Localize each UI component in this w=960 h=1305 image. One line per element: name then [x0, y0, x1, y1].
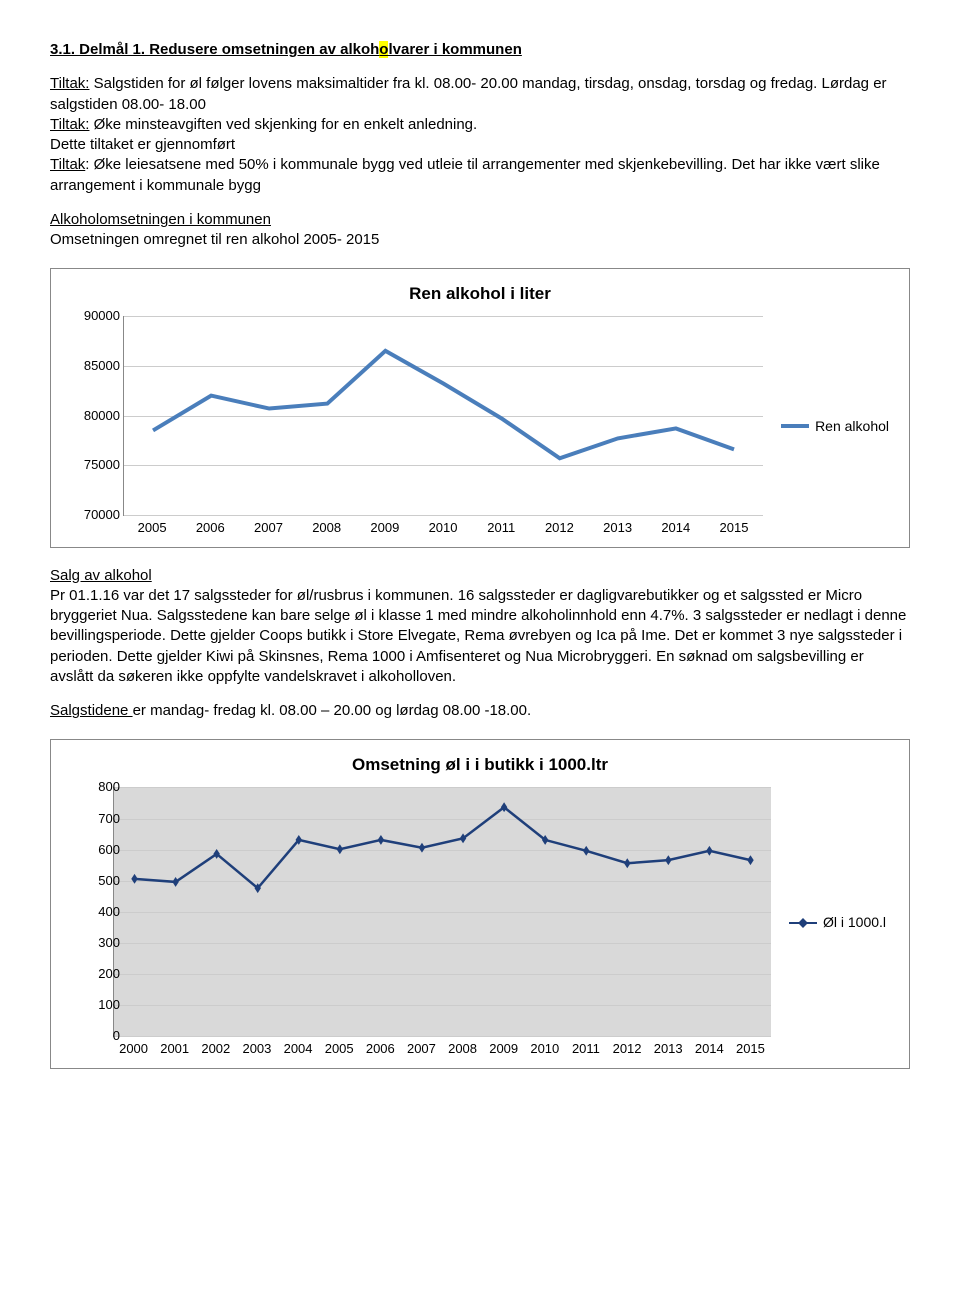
subheading-alkohol-u: Alkoholomsetningen i kommunen: [50, 211, 271, 228]
tiltak-3-text: : Øke leiesatsene med 50% i kommunale by…: [50, 156, 880, 193]
tiltak-2-label: Tiltak:: [50, 116, 89, 133]
x-tick-label: 2008: [442, 1037, 483, 1058]
tiltak-2: Tiltak: Øke minsteavgiften ved skjenking…: [50, 115, 910, 135]
x-tick-label: 2002: [195, 1037, 236, 1058]
section-heading: 3.1. Delmål 1. Redusere omsetningen av a…: [50, 40, 910, 60]
x-tick-label: 2014: [689, 1037, 730, 1058]
y-tick-label: 700: [72, 810, 120, 828]
chart2-plot-area: 0100200300400500600700800: [113, 787, 771, 1037]
heading-pre: 3.1. Delmål 1. Redusere omsetningen av a…: [50, 41, 379, 58]
x-tick-label: 2006: [181, 516, 239, 537]
salg-heading: Salg av alkohol: [50, 566, 910, 586]
chart1-legend-label: Ren alkohol: [815, 417, 889, 436]
y-tick-label: 500: [72, 872, 120, 890]
x-tick-label: 2009: [356, 516, 414, 537]
x-tick-label: 2013: [648, 1037, 689, 1058]
chart1-title: Ren alkohol i liter: [71, 283, 889, 306]
x-tick-label: 2011: [565, 1037, 606, 1058]
tiltak-2-note: Dette tiltaket er gjennomført: [50, 135, 910, 155]
x-tick-label: 2013: [589, 516, 647, 537]
chart2-legend-label: Øl i 1000.l: [823, 913, 886, 932]
x-tick-label: 2003: [236, 1037, 277, 1058]
chart1-x-axis: 2005200620072008200920102011201220132014…: [123, 516, 763, 537]
x-tick-label: 2007: [401, 1037, 442, 1058]
chart-omsetning-ol: Omsetning øl i i butikk i 1000.ltr 01002…: [50, 739, 910, 1068]
y-tick-label: 300: [72, 934, 120, 952]
subheading-alkohol-line2: Omsetningen omregnet til ren alkohol 200…: [50, 231, 379, 248]
subheading-alkohol: Alkoholomsetningen i kommunen Omsetninge…: [50, 210, 910, 251]
x-tick-label: 2008: [298, 516, 356, 537]
x-tick-label: 2005: [123, 516, 181, 537]
chart1-legend-swatch: [781, 424, 809, 428]
x-tick-label: 2010: [414, 516, 472, 537]
salgstidene-text: er mandag- fredag kl. 08.00 – 20.00 og l…: [133, 702, 532, 719]
chart-ren-alkohol: Ren alkohol i liter 70000750008000085000…: [50, 268, 910, 547]
y-tick-label: 0: [72, 1028, 120, 1046]
chart2-legend-swatch: [789, 922, 817, 924]
x-tick-label: 2005: [319, 1037, 360, 1058]
x-tick-label: 2012: [607, 1037, 648, 1058]
tiltak-3-label: Tiltak: [50, 156, 85, 173]
salg-paragraph: Pr 01.1.16 var det 17 salgssteder for øl…: [50, 586, 910, 687]
x-tick-label: 2001: [154, 1037, 195, 1058]
chart1-plot-area: 7000075000800008500090000: [123, 316, 763, 516]
y-tick-label: 600: [72, 841, 120, 859]
x-tick-label: 2011: [472, 516, 530, 537]
chart2-legend: Øl i 1000.l: [789, 913, 889, 932]
y-tick-label: 800: [72, 779, 120, 797]
y-tick-label: 400: [72, 903, 120, 921]
chart1-legend: Ren alkohol: [781, 417, 889, 436]
salgstidene: Salgstidene er mandag- fredag kl. 08.00 …: [50, 701, 910, 721]
y-tick-label: 200: [72, 965, 120, 983]
y-tick-label: 75000: [72, 457, 120, 475]
salgstidene-u: Salgstidene: [50, 702, 133, 719]
x-tick-label: 2015: [730, 1037, 771, 1058]
x-tick-label: 2014: [647, 516, 705, 537]
y-tick-label: 80000: [72, 407, 120, 425]
x-tick-label: 2004: [278, 1037, 319, 1058]
tiltak-3: Tiltak: Øke leiesatsene med 50% i kommun…: [50, 155, 910, 196]
y-tick-label: 90000: [72, 307, 120, 325]
x-tick-label: 2010: [524, 1037, 565, 1058]
tiltak-1: Tiltak: Salgstiden for øl følger lovens …: [50, 74, 910, 115]
x-tick-label: 2009: [483, 1037, 524, 1058]
chart2-x-axis: 2000200120022003200420052006200720082009…: [113, 1037, 771, 1058]
y-tick-label: 70000: [72, 506, 120, 524]
y-tick-label: 100: [72, 997, 120, 1015]
x-tick-label: 2007: [239, 516, 297, 537]
chart2-title: Omsetning øl i i butikk i 1000.ltr: [71, 754, 889, 777]
x-tick-label: 2006: [360, 1037, 401, 1058]
tiltak-2-text: Øke minsteavgiften ved skjenking for en …: [89, 116, 477, 133]
y-tick-label: 85000: [72, 357, 120, 375]
tiltak-1-text: Salgstiden for øl følger lovens maksimal…: [50, 75, 887, 112]
heading-post: lvarer i kommunen: [388, 41, 521, 58]
x-tick-label: 2012: [530, 516, 588, 537]
salg-heading-u: Salg av alkohol: [50, 567, 152, 584]
x-tick-label: 2015: [705, 516, 763, 537]
tiltak-1-label: Tiltak:: [50, 75, 89, 92]
